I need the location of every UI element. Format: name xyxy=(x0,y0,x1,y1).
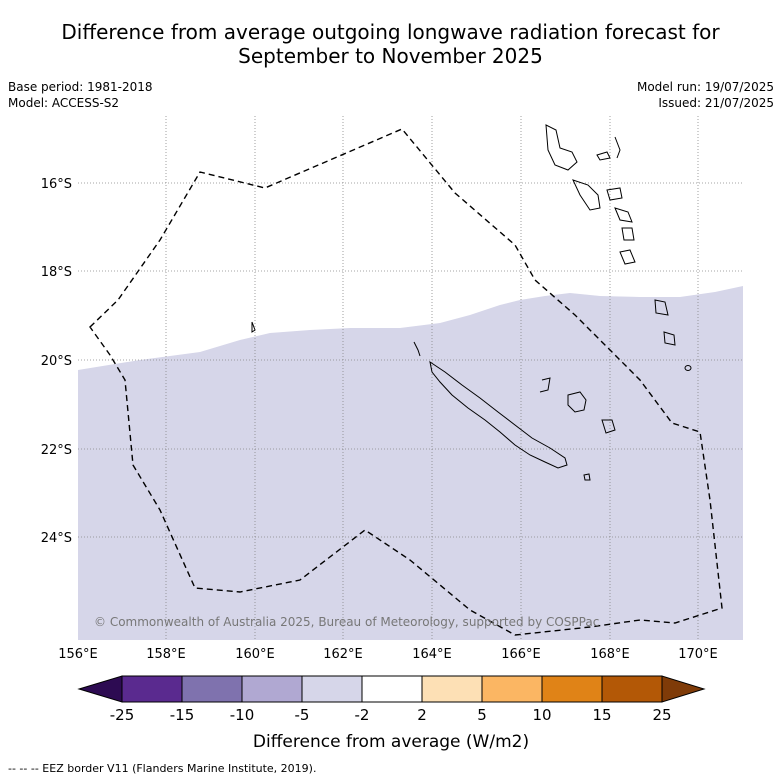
lon-label: 170°E xyxy=(678,647,718,662)
colorbar-tick: -15 xyxy=(170,706,195,724)
gridlines xyxy=(78,116,743,640)
erromango-island xyxy=(621,227,635,241)
colorbar-tick: 10 xyxy=(532,706,551,724)
colorbar xyxy=(77,675,706,703)
anomaly-region xyxy=(78,286,743,640)
map-area xyxy=(78,116,743,640)
colorbar-segment xyxy=(121,675,183,703)
lon-label: 160°E xyxy=(235,647,275,662)
colorbar-segment xyxy=(481,675,543,703)
model-name: Model: ACCESS-S2 xyxy=(8,96,120,110)
colorbar-segment xyxy=(301,675,363,703)
lifou-island xyxy=(567,391,587,413)
hunter-matthew-islet xyxy=(654,299,669,316)
colorbar-segment xyxy=(241,675,303,703)
lon-label: 156°E xyxy=(58,647,98,662)
eez-border xyxy=(89,128,723,636)
title-line-1: Difference from average outgoing longwav… xyxy=(61,20,720,44)
colorbar-tick: 5 xyxy=(477,706,487,724)
colorbar-ticks: -25 -15 -10 -5 -2 2 5 10 15 25 xyxy=(110,706,672,724)
colorbar-tick: -5 xyxy=(295,706,310,724)
belep-islets xyxy=(413,341,421,357)
colorbar-segment xyxy=(601,675,663,703)
walpole-islet xyxy=(663,331,676,346)
epi-island xyxy=(606,187,623,201)
lat-label: 16°S xyxy=(41,177,72,192)
colorbar-segment xyxy=(361,675,423,703)
meta-right: Model run: 19/07/2025 Issued: 21/07/2025 xyxy=(637,79,774,111)
lon-label: 158°E xyxy=(146,647,186,662)
meta-left: Base period: 1981-2018 Model: ACCESS-S2 xyxy=(8,79,153,111)
lon-label: 168°E xyxy=(590,647,630,662)
lat-label: 20°S xyxy=(41,354,72,369)
tanna-island xyxy=(619,249,636,265)
colorbar-min-extension xyxy=(77,675,123,703)
isle-of-pines xyxy=(583,473,591,481)
colorbar-segment xyxy=(421,675,483,703)
colorbar-tick: 15 xyxy=(592,706,611,724)
colorbar-tick: -2 xyxy=(355,706,370,724)
map-title: Difference from average outgoing longwav… xyxy=(0,20,781,68)
mare-island xyxy=(601,419,616,434)
title-line-2: September to November 2025 xyxy=(238,44,543,68)
small-islet xyxy=(684,365,692,371)
colorbar-segment xyxy=(181,675,243,703)
ambae-island xyxy=(596,151,611,161)
longitude-labels: 156°E 158°E 160°E 162°E 164°E 166°E 168°… xyxy=(58,647,718,662)
base-period: Base period: 1981-2018 xyxy=(8,80,153,94)
colorbar-label: Difference from average (W/m2) xyxy=(253,732,529,752)
colorbar-tick: 2 xyxy=(417,706,427,724)
model-run: Model run: 19/07/2025 xyxy=(636,80,774,94)
colorbar-tick: -25 xyxy=(110,706,135,724)
colorbar-max-extension xyxy=(661,675,706,703)
new-caledonia-island xyxy=(429,360,568,469)
malakula-island xyxy=(572,179,601,211)
colorbar-tick: -10 xyxy=(230,706,255,724)
footnote: -- -- -- EEZ border V11 (Flanders Marine… xyxy=(8,762,317,775)
colorbar-tick: 25 xyxy=(652,706,671,724)
espiritu-santo-island xyxy=(545,124,578,171)
ouvea-island xyxy=(539,377,551,393)
latitude-labels: 16°S 18°S 20°S 22°S 24°S xyxy=(41,177,72,546)
lon-label: 162°E xyxy=(323,647,363,662)
lon-label: 164°E xyxy=(412,647,452,662)
lat-label: 24°S xyxy=(41,531,72,546)
lat-label: 22°S xyxy=(41,443,72,458)
coastlines xyxy=(251,124,692,481)
maewo-island xyxy=(614,136,621,159)
issued-date: Issued: 21/07/2025 xyxy=(658,96,774,110)
lat-label: 18°S xyxy=(41,265,72,280)
colorbar-segment xyxy=(541,675,603,703)
chesterfield-islet xyxy=(251,321,256,333)
efate-island xyxy=(614,207,633,223)
copyright-text: © Commonwealth of Australia 2025, Bureau… xyxy=(94,615,599,629)
lon-label: 166°E xyxy=(501,647,541,662)
